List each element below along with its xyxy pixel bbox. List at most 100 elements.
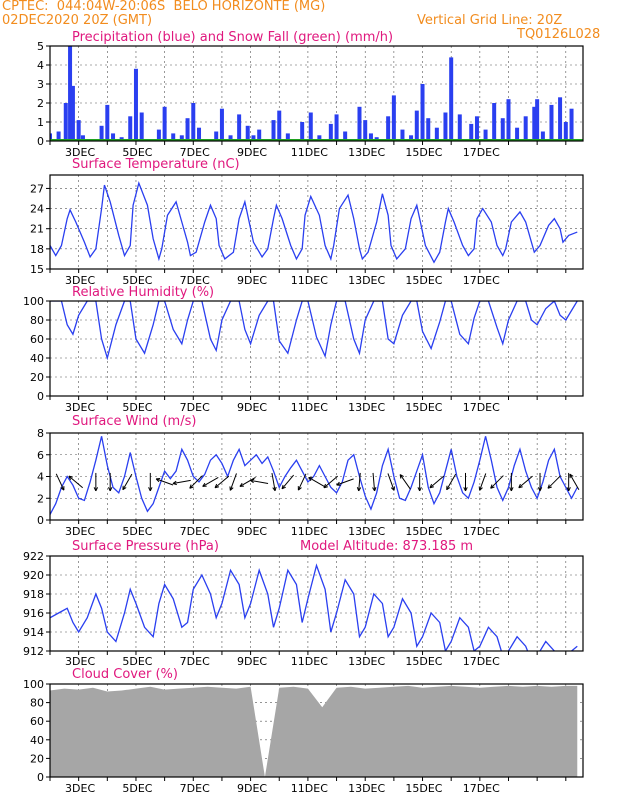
wind-arrow-shaft xyxy=(323,475,339,489)
precip-bar xyxy=(300,122,305,141)
wind-arrow-head xyxy=(566,487,570,492)
wind-arrow-head xyxy=(390,487,395,491)
wind-arrow-head xyxy=(68,475,73,478)
wind-arrow-head xyxy=(308,477,312,482)
panel-frame xyxy=(49,300,584,397)
x-tick-label: 7DEC xyxy=(180,146,210,159)
wind-arrow-head xyxy=(510,487,514,492)
x-tick-label: 7DEC xyxy=(180,782,210,795)
x-tick-label: 7DEC xyxy=(180,655,210,668)
wind-arrow xyxy=(155,477,174,486)
wind-arrow xyxy=(372,472,377,492)
wind-arrow-shaft xyxy=(569,473,580,490)
y-tick-label: 922 xyxy=(23,550,44,563)
precip-bar xyxy=(334,114,339,141)
wind-arrow-shaft xyxy=(387,473,395,491)
wind-arrow-head xyxy=(374,486,377,492)
wind-arrow-shaft xyxy=(214,475,230,489)
wind-arrow-head xyxy=(323,486,328,489)
wind-arrow-head xyxy=(537,487,541,492)
wind-arrow-head xyxy=(429,486,434,489)
wind-arrow xyxy=(356,472,362,492)
precip-bar xyxy=(492,103,497,141)
wind-arrow-head xyxy=(358,487,362,492)
x-tick-label: 13DEC xyxy=(348,782,385,795)
wind-arrow-head xyxy=(214,483,218,488)
precip-bar xyxy=(251,135,256,141)
precip-bar xyxy=(515,127,520,141)
wind-arrow-shaft xyxy=(202,477,219,487)
x-tick-label: 3DEC xyxy=(65,525,95,538)
y-tick-label: 0 xyxy=(37,771,44,784)
wind-arrow-shaft xyxy=(297,473,307,491)
wind-arrow-head xyxy=(189,486,194,489)
x-tick-label: 3DEC xyxy=(65,655,95,668)
panel-title: Surface Wind (m/s) xyxy=(72,414,196,429)
y-tick-label: 100 xyxy=(23,295,44,308)
wind-arrow-head xyxy=(122,487,127,491)
header-run-time: 02DEC2020 20Z (GMT) xyxy=(2,13,153,28)
x-tick-label: 7DEC xyxy=(180,274,210,287)
wind-arrow-head xyxy=(518,486,523,489)
y-tick-label: 24 xyxy=(30,203,44,216)
precip-bar xyxy=(391,95,396,141)
y-tick-label: 1 xyxy=(37,116,44,129)
x-tick-label: 3DEC xyxy=(65,274,95,287)
wind-arrow xyxy=(148,472,153,492)
y-tick-label: 2 xyxy=(37,492,44,505)
precip-bar xyxy=(409,135,414,141)
y-tick-label: 60 xyxy=(30,333,44,346)
series-group xyxy=(50,301,578,361)
y-tick-label: 0 xyxy=(37,390,44,403)
precip-bar xyxy=(328,123,333,141)
wind-arrow xyxy=(189,475,203,489)
wind-arrow-shaft xyxy=(429,475,445,489)
precip-bar xyxy=(386,116,391,141)
x-tick-label: 11DEC xyxy=(291,401,328,414)
x-tick-label: 13DEC xyxy=(348,655,385,668)
wind-arrow xyxy=(429,475,445,489)
wind-arrow-head xyxy=(202,482,206,487)
precip-bar xyxy=(80,135,85,141)
x-tick-label: 17DEC xyxy=(463,655,500,668)
wind-arrow xyxy=(55,473,65,491)
wind-arrow-head xyxy=(356,486,360,492)
wind-arrow-shaft xyxy=(308,477,325,487)
wind-arrow-head xyxy=(518,483,521,488)
panel-annotation: Model Altitude: 873.185 m xyxy=(300,539,473,554)
wind-arrow xyxy=(569,473,580,490)
precip-bar xyxy=(343,131,348,141)
wind-arrow xyxy=(93,472,99,492)
precip-bar xyxy=(558,97,563,141)
wind-arrow-head xyxy=(417,487,421,492)
wind-arrow-shaft xyxy=(336,478,354,486)
precip-bar xyxy=(50,133,52,141)
wind-arrow-head xyxy=(547,486,552,489)
x-tick-label: 15DEC xyxy=(405,274,442,287)
precip-bar xyxy=(317,135,322,141)
wind-arrow-shaft xyxy=(399,474,411,490)
precip-bar xyxy=(368,133,373,141)
x-tick-label: 11DEC xyxy=(291,525,328,538)
y-tick-label: 3 xyxy=(37,78,44,91)
wind-arrow-head xyxy=(95,487,99,492)
y-tick-label: 4 xyxy=(37,471,44,484)
wind-arrow-head xyxy=(399,474,404,477)
wind-arrow-head xyxy=(429,483,433,488)
x-tick-label: 5DEC xyxy=(122,274,152,287)
y-tick-label: 100 xyxy=(23,678,44,691)
precip-bar xyxy=(434,127,439,141)
y-tick-label: 80 xyxy=(30,697,44,710)
precip-bar xyxy=(506,99,511,141)
y-tick-label: 5 xyxy=(37,40,44,53)
precip-bar xyxy=(420,84,425,141)
x-tick-label: 13DEC xyxy=(348,401,385,414)
wind-arrow xyxy=(417,472,422,492)
wind-arrow-head xyxy=(465,487,468,492)
y-tick-label: 912 xyxy=(23,645,44,658)
wind-arrow-head xyxy=(479,487,483,491)
wind-arrow-shaft xyxy=(446,473,457,490)
y-tick-label: 920 xyxy=(23,569,44,582)
wind-arrow-head xyxy=(250,478,255,481)
y-tick-label: 914 xyxy=(23,626,44,639)
